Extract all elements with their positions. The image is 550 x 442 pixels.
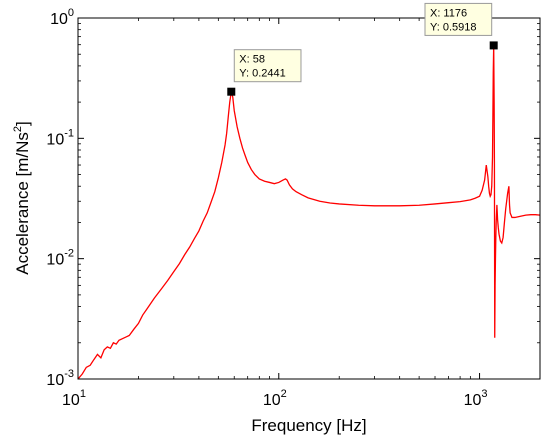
y-tick-label: 10-3 [46,368,74,389]
y-axis-label: Accelerance [m/Ns2] [12,121,32,275]
y-tick-label: 10-2 [46,248,74,269]
y-axis-label-sup: 2 [12,126,24,132]
data-tip-box [233,49,302,83]
data-tip-box [424,2,493,36]
x-tick-label: 103 [464,388,488,409]
y-axis-label-main: Accelerance [m/Ns [13,132,32,275]
y-tick-label: 100 [50,7,74,28]
data-tip-y: Y: 0.5918 [430,21,477,33]
data-point-marker [489,41,498,50]
y-tick-label: 10-1 [46,127,74,148]
y-axis-label-end: ] [13,121,32,126]
data-tip-x: X: 58 [239,54,265,66]
plot-frame [77,17,541,380]
x-tick-labels: 101 102 103 [62,388,487,409]
series-line [78,45,540,379]
x-axis-label: Frequency [Hz] [251,416,366,435]
data-tip-x: X: 1176 [430,7,467,19]
x-tick-label: 102 [263,388,287,409]
data-tip-y: Y: 0.2441 [239,68,286,80]
x-tick-label: 101 [62,388,86,409]
y-tick-labels: 10-3 10-2 10-1 100 [46,7,74,389]
data-point-marker [227,87,236,96]
data-tips: X: 58 Y: 0.2441 X: 1176 Y: 0.5918 [227,2,498,96]
